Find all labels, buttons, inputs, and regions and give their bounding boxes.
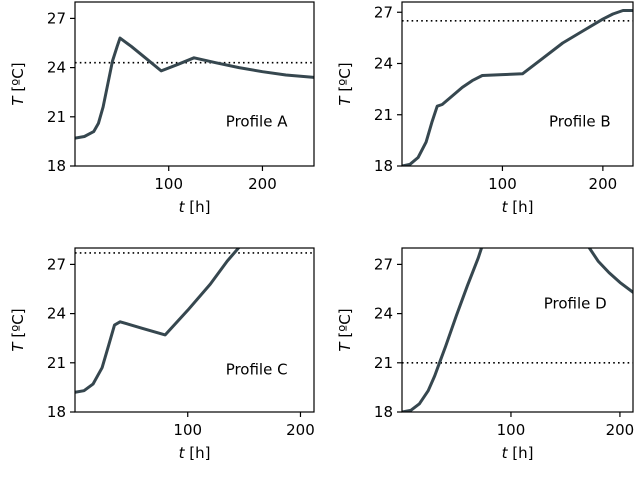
y-tick-label: 27 [47,255,66,273]
y-axis-unit: [ºC] [9,62,27,96]
x-tick-label: 100 [173,421,202,439]
x-tick-label: 100 [154,175,183,193]
x-tick-label: 200 [248,175,277,193]
y-axis-var: T [336,341,354,352]
y-tick-label: 24 [47,59,66,77]
y-axis-label: T [ºC] [9,308,27,351]
y-tick-label: 21 [47,354,66,372]
series-line [75,36,314,140]
panel-profile-d: 100 200 18 21 24 27 t [h] T [ºC] Profile D [336,247,635,462]
y-tick-label: 24 [47,305,66,323]
series-line [402,9,633,166]
x-axis-unit: [h] [184,198,210,216]
y-tick-label: 18 [374,157,393,175]
panel-profile-a: 100 200 18 21 24 27 t [h] T [ºC] Profile A [9,1,315,216]
series-line [75,248,240,394]
plot-frame [74,247,315,413]
y-axis-label: T [ºC] [9,62,27,105]
plot-frame [74,1,315,167]
y-tick-label: 27 [47,9,66,27]
y-tick-label: 24 [374,305,393,323]
profile-annotation: Profile A [226,113,288,131]
y-tick-label: 24 [374,55,393,73]
x-axis-unit: [h] [507,198,533,216]
y-axis-unit: [ºC] [9,308,27,342]
x-axis-unit: [h] [507,444,533,462]
y-tick-label: 27 [374,3,393,21]
x-tick-label: 200 [589,175,618,193]
x-tick-label: 200 [606,421,635,439]
x-tick-label: 100 [497,421,526,439]
x-axis-label: t [h] [502,198,534,216]
profile-annotation: Profile D [544,295,607,313]
series-line [587,248,633,294]
x-axis-unit: [h] [184,444,210,462]
x-tick-label: 200 [286,421,315,439]
x-tick-label: 100 [488,175,517,193]
y-axis-var: T [9,341,27,352]
x-axis-var: t [502,444,509,462]
y-axis-var: T [9,95,27,106]
x-axis-label: t [h] [502,444,534,462]
y-tick-label: 21 [47,108,66,126]
panel-profile-b: 100 200 18 21 24 27 t [h] T [ºC] Profile B [336,1,634,216]
y-axis-label: T [ºC] [336,308,354,351]
y-axis-unit: [ºC] [336,308,354,342]
x-axis-var: t [502,198,509,216]
y-axis-unit: [ºC] [336,62,354,96]
x-axis-var: t [179,198,186,216]
y-tick-label: 18 [374,403,393,421]
y-axis-var: T [336,95,354,106]
plot-frame [401,247,634,413]
x-axis-label: t [h] [179,198,211,216]
profile-annotation: Profile B [549,113,611,131]
y-axis-label: T [ºC] [336,62,354,105]
series-line [402,248,483,412]
y-tick-label: 18 [47,157,66,175]
y-tick-label: 18 [47,403,66,421]
x-axis-label: t [h] [179,444,211,462]
y-tick-label: 27 [374,255,393,273]
plot-frame [401,1,634,167]
y-tick-label: 21 [374,354,393,372]
panel-profile-c: 100 200 18 21 24 27 t [h] T [ºC] Profile C [9,247,315,462]
y-tick-label: 21 [374,106,393,124]
x-axis-var: t [179,444,186,462]
profile-annotation: Profile C [226,360,288,378]
